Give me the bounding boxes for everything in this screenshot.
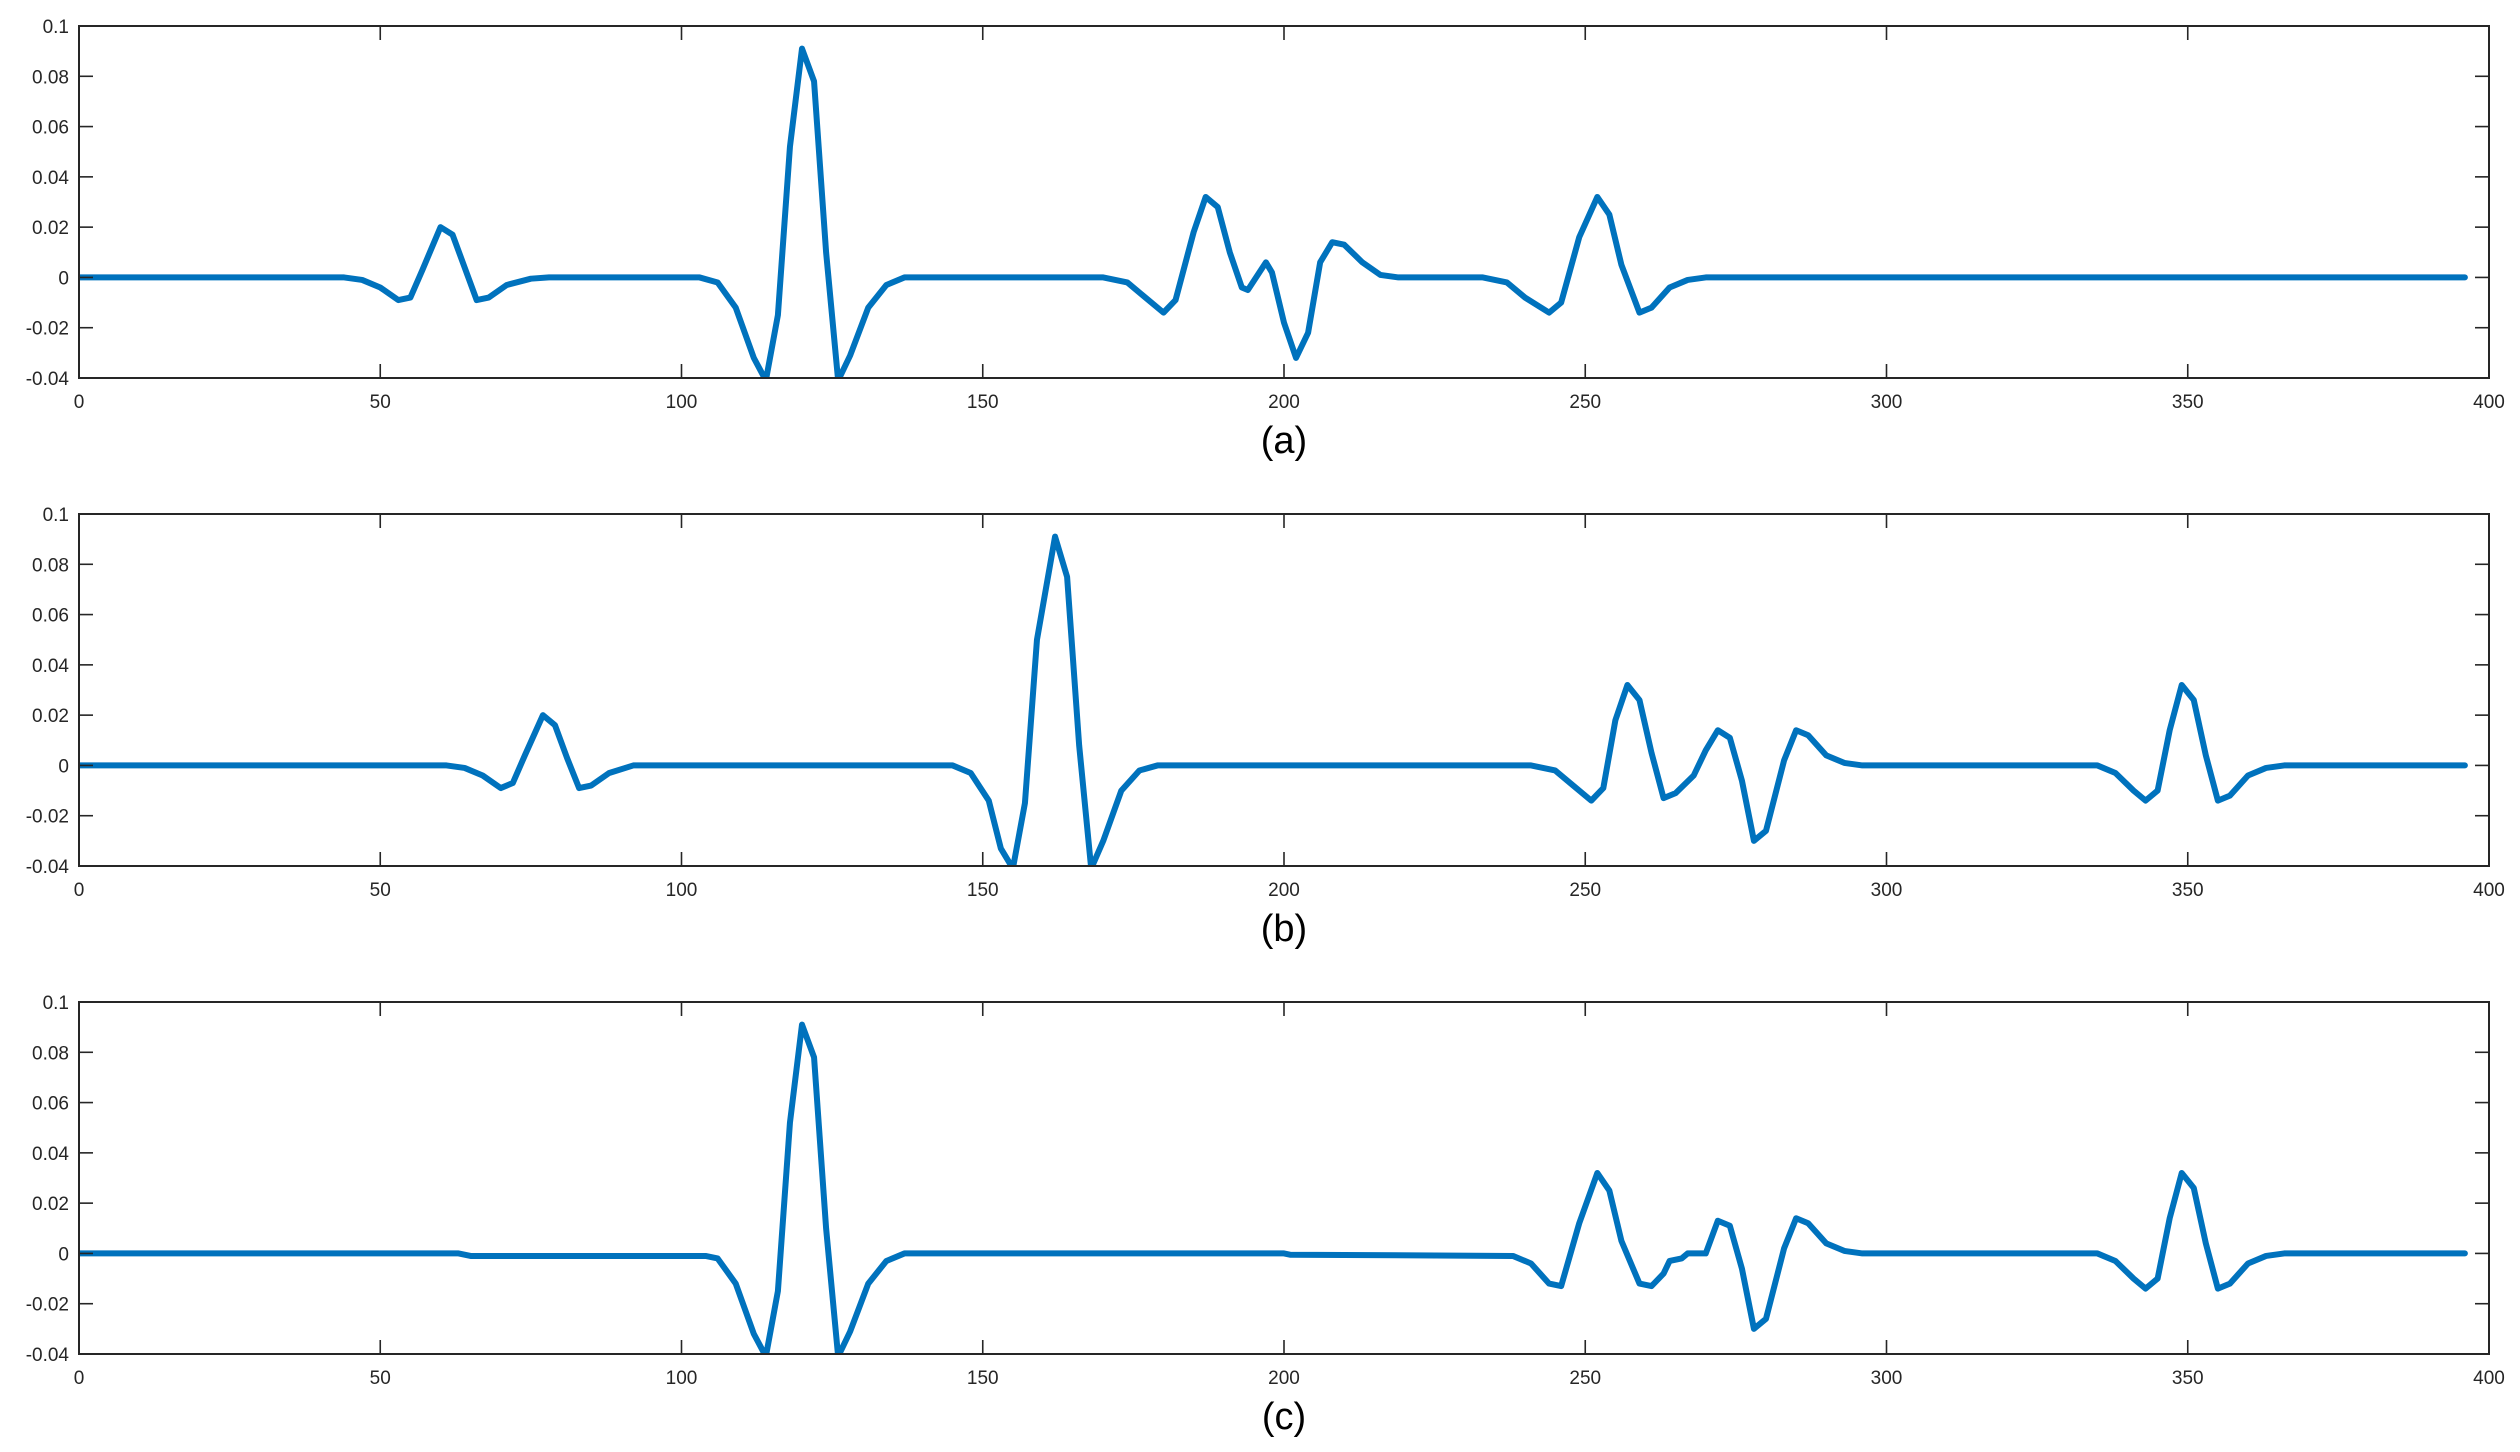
x-tick-label-c-250: 250	[1569, 1368, 1601, 1389]
x-tick-label-b-100: 100	[666, 880, 698, 901]
panel-caption-b: (b)	[1261, 908, 1307, 950]
x-tick-label-a-250: 250	[1569, 392, 1601, 413]
x-tick-label-c-50: 50	[370, 1368, 391, 1389]
x-tick-label-a-100: 100	[666, 392, 698, 413]
x-tick-label-a-350: 350	[2172, 392, 2204, 413]
y-tick-label-b-0: -0.04	[26, 857, 70, 878]
panel-caption-a: (a)	[1261, 420, 1307, 462]
y-tick-label-a-6: 0.08	[32, 67, 69, 88]
y-tick-label-b-1: -0.02	[26, 807, 69, 828]
y-tick-label-c-0: -0.04	[26, 1345, 70, 1366]
y-tick-label-a-5: 0.06	[32, 118, 69, 139]
x-tick-label-c-300: 300	[1871, 1368, 1903, 1389]
series-line-a	[79, 45, 2468, 378]
y-tick-label-b-2: 0	[58, 756, 69, 777]
x-tick-label-a-50: 50	[370, 392, 391, 413]
x-tick-label-c-0: 0	[74, 1368, 85, 1389]
y-tick-label-b-6: 0.08	[32, 555, 69, 576]
y-tick-label-a-0: -0.04	[26, 369, 70, 390]
x-tick-label-b-300: 300	[1871, 880, 1903, 901]
y-tick-label-c-2: 0	[58, 1244, 69, 1265]
y-tick-label-c-4: 0.04	[32, 1144, 69, 1165]
x-tick-label-c-200: 200	[1268, 1368, 1300, 1389]
y-tick-label-b-5: 0.06	[32, 606, 69, 627]
x-tick-label-b-50: 50	[370, 880, 391, 901]
series-line-b	[79, 533, 2468, 866]
panel-caption-c: (c)	[1262, 1396, 1306, 1438]
x-tick-label-b-350: 350	[2172, 880, 2204, 901]
series-line-c	[79, 1021, 2468, 1354]
x-tick-label-b-200: 200	[1268, 880, 1300, 901]
x-tick-label-b-250: 250	[1569, 880, 1601, 901]
y-tick-label-c-5: 0.06	[32, 1094, 69, 1115]
x-tick-label-a-400: 400	[2473, 392, 2505, 413]
panel-b: 0 50 100 150 200 250 300 350 400 -0.04 -0.02 0 0.02 0…	[26, 505, 2505, 950]
y-tick-label-a-4: 0.04	[32, 168, 69, 189]
y-tick-label-a-1: -0.02	[26, 319, 69, 340]
y-tick-label-b-4: 0.04	[32, 656, 69, 677]
x-tick-label-b-400: 400	[2473, 880, 2505, 901]
x-tick-label-c-100: 100	[666, 1368, 698, 1389]
y-tick-label-a-3: 0.02	[32, 218, 69, 239]
x-tick-label-b-150: 150	[967, 880, 999, 901]
x-tick-label-b-0: 0	[74, 880, 85, 901]
y-tick-label-c-7: 0.1	[43, 993, 69, 1014]
y-tick-label-a-7: 0.1	[43, 17, 69, 38]
x-tick-label-c-150: 150	[967, 1368, 999, 1389]
x-tick-label-a-0: 0	[74, 392, 85, 413]
panel-c: 0 50 100 150 200 250 300 350 400 -0.04 -0.02 0 0.02 0…	[26, 993, 2505, 1438]
y-tick-label-b-3: 0.02	[32, 706, 69, 727]
y-tick-label-c-1: -0.02	[26, 1295, 69, 1316]
x-tick-label-c-350: 350	[2172, 1368, 2204, 1389]
x-tick-label-c-400: 400	[2473, 1368, 2505, 1389]
y-tick-label-c-3: 0.02	[32, 1194, 69, 1215]
y-tick-label-c-6: 0.08	[32, 1043, 69, 1064]
panel-a: 0 50 100 150 200 250 300 350 400 -0.04 -0.02 0 0.02 0…	[26, 17, 2505, 462]
x-tick-label-a-150: 150	[967, 392, 999, 413]
y-tick-label-a-2: 0	[58, 268, 69, 289]
y-tick-label-b-7: 0.1	[43, 505, 69, 526]
x-tick-label-a-200: 200	[1268, 392, 1300, 413]
x-tick-label-a-300: 300	[1871, 392, 1903, 413]
